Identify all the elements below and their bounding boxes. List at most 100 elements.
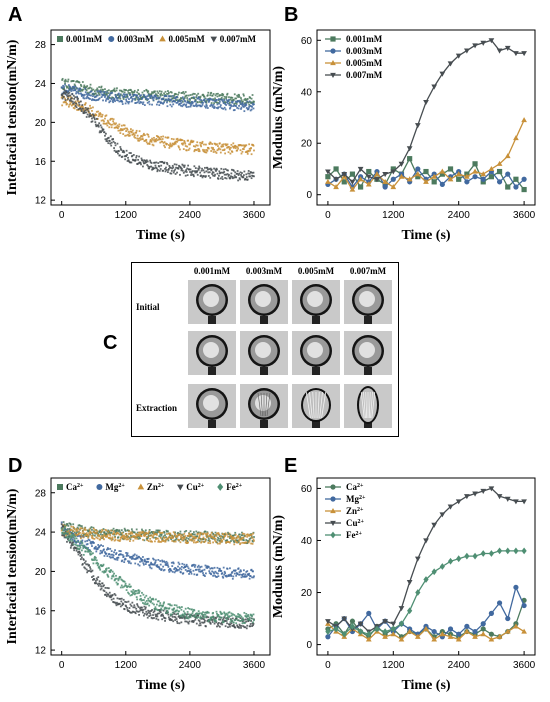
series-ca2-point [166,530,168,533]
series-0007mm-point [226,169,228,172]
series-0007mm-point [186,174,189,177]
series-ca2-point [246,542,249,544]
series-zn2-point [110,539,113,542]
series-0003mm-point [83,97,86,100]
series-cu2-point [249,623,252,625]
series-zn2-point [185,539,188,542]
series-0005mm-point [63,100,66,103]
series-mg2-marker [513,584,519,590]
series-0003mm-point [105,98,108,101]
series-cu2-point [142,608,145,611]
series-mg2-point [127,554,130,557]
series-ca2-point [82,533,85,536]
series-mg2-point [81,535,84,538]
series-cu2-point [115,602,117,605]
series-mg2-point [252,570,254,573]
series-0003mm-point [210,98,213,101]
series-0003mm-point [218,102,221,105]
series-0001mm-point [147,90,150,93]
series-0005mm-point [110,126,113,129]
series-mg2-point [101,551,103,554]
series-zn2-point [143,532,146,535]
series-ca2-point [160,534,163,537]
series-0005mm-marker [349,186,356,192]
series-0001mm-marker [366,168,372,175]
series-0001mm-point [96,89,99,92]
legend-marker [330,520,336,526]
series-mg2-point [130,558,133,560]
series-cu2-point [145,613,148,616]
series-0003mm-point [164,95,166,97]
series-0003mm-point [155,103,158,106]
series-0001mm-point [192,92,195,95]
series-0005mm-point [98,114,101,116]
series-mg2-point [165,560,168,563]
series-0007mm-point [72,94,75,97]
series-mg2-point [126,552,129,555]
series-0003mm-point [103,91,106,94]
series-0001mm-point [251,101,253,104]
series-0003mm-point [217,107,219,110]
series-fe2-point [195,612,198,615]
series-zn2-point [198,534,201,537]
series-0005mm-point [73,103,76,106]
series-0005mm-point [64,97,66,100]
series-fe2-point [184,607,187,610]
series-fe2-point [68,534,71,537]
series-cu2-point [94,582,97,585]
x-axis-title: Time (s) [401,678,450,693]
series-zn2-point [210,531,213,534]
series-0007mm-point [180,167,182,169]
series-zn2-point [201,540,203,543]
series-0003mm-point [97,98,100,101]
series-mg2-point [82,545,85,548]
series-0001mm-point [179,98,182,101]
series-fe2-point [145,594,148,597]
series-ca2-point [143,539,146,542]
series-0001mm-point [244,97,247,100]
series-0005mm-point [79,106,82,109]
series-mg2-point [235,574,238,577]
drop-highlight [307,291,323,307]
panel-letter-a: A [8,4,23,26]
series-0005mm-point [170,137,173,140]
series-zn2-point [205,534,208,536]
series-0003mm-point [113,98,116,101]
series-fe2-point [227,611,230,614]
series-mg2-point [84,540,87,543]
series-zn2-point [93,537,96,540]
series-0003mm-point [218,100,221,103]
series-0007mm-point [195,171,198,174]
series-0007mm-marker [341,172,348,178]
series-mg2-point [173,571,176,574]
series-0007mm-point [202,175,204,177]
series-fe2-point [86,550,89,553]
series-0005mm-point [187,139,190,142]
series-zn2-point [111,538,114,540]
series-0007mm-marker [447,61,454,67]
droplet-image [188,331,236,375]
series-0005mm-point [121,129,124,131]
series-0005mm-point [103,120,105,123]
series-0005mm-point [212,147,215,149]
series-cu2-point [125,601,128,604]
series-ca2-point [120,529,123,532]
series-0001mm-point [146,99,149,102]
series-0005mm-point [157,135,160,138]
series-mg2-point [213,572,215,575]
series-zn2-point [141,530,144,533]
series-0001mm-point [228,96,230,99]
series-0001mm-point [70,80,73,83]
series-cu2-point [97,584,100,587]
series-fe2-point [225,612,228,615]
series-0005mm-point [217,148,220,151]
series-0003mm-marker [382,184,388,190]
series-fe2-marker [349,622,356,630]
series-0001mm-point [111,96,114,99]
series-fe2-point [188,613,190,616]
series-0007mm-point [242,174,245,177]
droplet-image [344,331,392,375]
series-0003mm-point [83,93,86,96]
series-mg2-point [109,556,112,559]
series-mg2-point [111,553,114,556]
